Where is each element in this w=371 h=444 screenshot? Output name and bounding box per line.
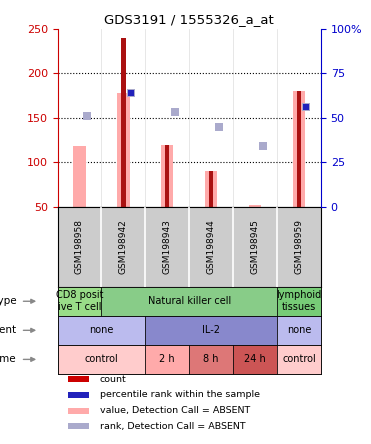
Bar (205, 171, 217, 207)
Text: time: time (0, 354, 17, 365)
Text: value, Detection Call = ABSENT: value, Detection Call = ABSENT (100, 406, 250, 415)
Bar (233, 345, 277, 374)
Text: count: count (100, 375, 127, 384)
Bar (209, 171, 213, 207)
Text: GSM198959: GSM198959 (295, 219, 303, 274)
Bar (297, 91, 301, 207)
Text: control: control (85, 354, 118, 365)
Text: rank, Detection Call = ABSENT: rank, Detection Call = ABSENT (100, 422, 246, 431)
Text: none: none (287, 325, 311, 335)
Text: 24 h: 24 h (244, 354, 266, 365)
Bar (58, 316, 145, 345)
Text: 2 h: 2 h (160, 354, 175, 365)
Bar (58, 287, 101, 316)
Text: IL-2: IL-2 (202, 325, 220, 335)
Bar (277, 316, 321, 345)
Bar (73, 147, 86, 207)
Text: control: control (282, 354, 316, 365)
Text: GSM198943: GSM198943 (163, 219, 172, 274)
Title: GDS3191 / 1555326_a_at: GDS3191 / 1555326_a_at (104, 13, 274, 26)
Bar (121, 38, 125, 207)
Text: agent: agent (0, 325, 17, 335)
Bar (189, 345, 233, 374)
Bar (145, 345, 189, 374)
Text: cell type: cell type (0, 296, 17, 306)
Bar (277, 287, 321, 316)
Bar (277, 345, 321, 374)
Text: percentile rank within the sample: percentile rank within the sample (100, 390, 260, 400)
Text: Natural killer cell: Natural killer cell (148, 296, 231, 306)
Text: GSM198944: GSM198944 (207, 219, 216, 274)
Text: GSM198945: GSM198945 (250, 219, 260, 274)
Text: lymphoid
tissues: lymphoid tissues (276, 290, 322, 312)
Bar (58, 345, 145, 374)
Bar (161, 145, 173, 207)
Bar (293, 91, 305, 207)
Bar (117, 93, 129, 207)
Bar (68, 392, 89, 398)
Text: GSM198958: GSM198958 (75, 219, 84, 274)
Bar (165, 145, 170, 207)
Bar (101, 287, 277, 316)
Text: 8 h: 8 h (203, 354, 219, 365)
Bar (249, 205, 261, 207)
Bar (68, 376, 89, 382)
Bar (68, 408, 89, 414)
Text: CD8 posit
ive T cell: CD8 posit ive T cell (56, 290, 103, 312)
Text: GSM198942: GSM198942 (119, 219, 128, 274)
Bar (145, 316, 277, 345)
Bar (68, 424, 89, 429)
Text: none: none (89, 325, 114, 335)
